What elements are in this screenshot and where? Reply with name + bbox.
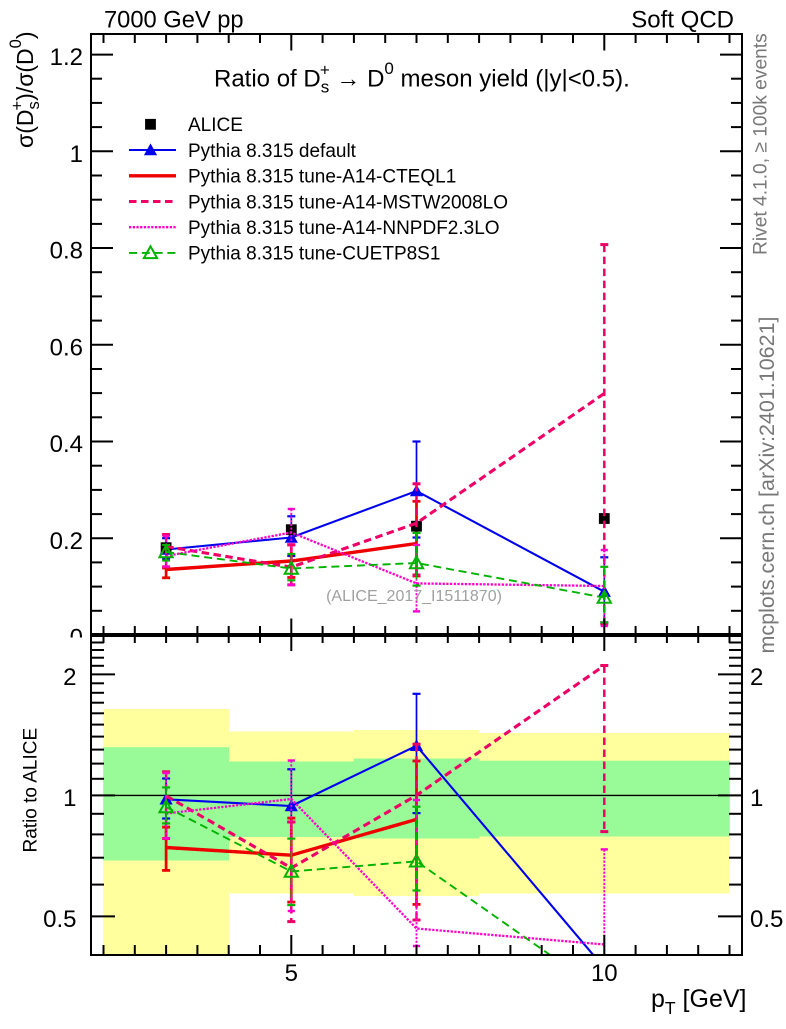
svg-text:1: 1 [750,785,763,812]
svg-text:0.8: 0.8 [50,238,83,265]
svg-text:0.4: 0.4 [50,431,83,458]
svg-text:1: 1 [70,141,83,168]
svg-text:1: 1 [63,785,76,812]
svg-text:mcplots.cern.ch [arXiv:2401.10: mcplots.cern.ch [arXiv:2401.10621] [755,316,779,653]
svg-text:Pythia 8.315 tune-CUETP8S1: Pythia 8.315 tune-CUETP8S1 [188,244,440,265]
svg-text:0.6: 0.6 [50,334,83,361]
svg-text:2: 2 [750,664,763,691]
svg-text:0.5: 0.5 [750,906,783,933]
svg-text:0.2: 0.2 [50,528,83,555]
svg-text:Ratio to ALICE: Ratio to ALICE [20,728,41,853]
svg-text:0.5: 0.5 [43,906,76,933]
svg-text:Pythia 8.315 tune-A14-MSTW2008: Pythia 8.315 tune-A14-MSTW2008LO [188,192,508,213]
svg-text:(ALICE_2017_I1511870): (ALICE_2017_I1511870) [326,588,502,605]
svg-text:Pythia 8.315 tune-A14-NNPDF2.3: Pythia 8.315 tune-A14-NNPDF2.3LO [188,218,500,239]
svg-text:Soft QCD: Soft QCD [631,7,734,34]
svg-text:5: 5 [285,960,298,987]
svg-text:7000 GeV pp: 7000 GeV pp [104,8,244,34]
svg-text:σ(Ds+)/σ(D0): σ(Ds+)/σ(D0) [7,31,43,148]
svg-text:Pythia 8.315 default: Pythia 8.315 default [188,141,357,162]
svg-text:pT [GeV]: pT [GeV] [651,985,746,1018]
svg-text:Pythia 8.315 tune-A14-CTEQL1: Pythia 8.315 tune-A14-CTEQL1 [188,167,456,188]
svg-text:2: 2 [63,664,76,691]
svg-text:ALICE: ALICE [188,115,243,136]
svg-text:1.2: 1.2 [50,44,83,71]
svg-text:10: 10 [591,960,618,987]
svg-text:Ratio of Ds+ → D0 meson yield: Ratio of Ds+ → D0 meson yield (|y|<0.5). [214,59,630,97]
svg-text:Rivet 4.1.0, ≥ 100k events: Rivet 4.1.0, ≥ 100k events [751,33,772,255]
